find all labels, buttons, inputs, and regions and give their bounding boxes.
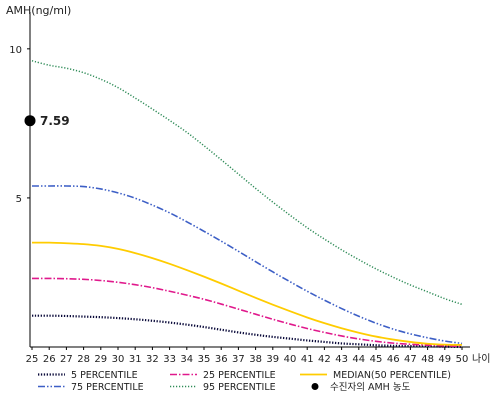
x-tick-label: 32	[146, 354, 159, 365]
x-tick-label: 30	[112, 354, 125, 365]
x-tick-label: 27	[60, 354, 73, 365]
x-tick-label: 34	[180, 354, 193, 365]
amh-point	[24, 115, 36, 127]
legend-label: 수진자의 AMH 농도	[330, 382, 411, 393]
x-tick-label: 28	[77, 354, 90, 365]
legend-label: MEDIAN(50 PERCENTILE)	[333, 370, 451, 381]
x-tick-label: 48	[421, 354, 434, 365]
legend-label: 25 PERCENTILE	[203, 370, 276, 381]
y-axis-label: AMH(ng/ml)	[6, 4, 71, 17]
series-line-4	[31, 60, 463, 306]
x-tick-label: 38	[249, 354, 262, 365]
x-tick-label: 50	[456, 354, 469, 365]
x-tick-label: 46	[387, 354, 400, 365]
x-tick-label: 42	[318, 354, 331, 365]
x-tick-label: 26	[43, 354, 56, 365]
x-tick-label: 49	[438, 354, 451, 365]
x-tick-label: 29	[94, 354, 107, 365]
y-tick-label: 10	[9, 45, 22, 56]
series-layer	[31, 60, 463, 349]
legend-swatch-point	[311, 383, 319, 390]
y-tick-label: 5	[16, 194, 22, 205]
x-tick-label: 31	[129, 354, 142, 365]
x-tick-label: 33	[163, 354, 176, 365]
legend-label: 95 PERCENTILE	[203, 382, 276, 393]
x-tick-label: 37	[232, 354, 245, 365]
x-tick-label: 43	[335, 354, 348, 365]
x-tick-label: 39	[266, 354, 279, 365]
point-layer: 7.59	[24, 114, 70, 128]
axes: AMH(ng/ml) 5 10 25 26 27 28 29 30 31 32 33 34 35 36 37 3…	[6, 4, 490, 365]
amh-point-label: 7.59	[40, 114, 70, 128]
series-line-0	[31, 314, 463, 349]
x-tick-label: 45	[370, 354, 383, 365]
series-line-2	[31, 241, 463, 346]
x-tick-label: 25	[26, 354, 39, 365]
x-tick-label: 36	[215, 354, 228, 365]
series-line-1	[31, 277, 463, 348]
legend: 5 PERCENTILE 25 PERCENTILE MEDIAN(50 PERCE…	[38, 370, 451, 393]
series-line-3	[31, 185, 463, 345]
x-tick-label: 40	[284, 354, 297, 365]
x-tick-label: 41	[301, 354, 314, 365]
x-tick-label: 35	[198, 354, 211, 365]
legend-label: 75 PERCENTILE	[71, 382, 144, 393]
x-axis-label: 나이	[472, 353, 490, 365]
x-tick-label: 47	[404, 354, 417, 365]
legend-label: 5 PERCENTILE	[71, 370, 138, 381]
x-tick-label: 44	[352, 354, 365, 365]
